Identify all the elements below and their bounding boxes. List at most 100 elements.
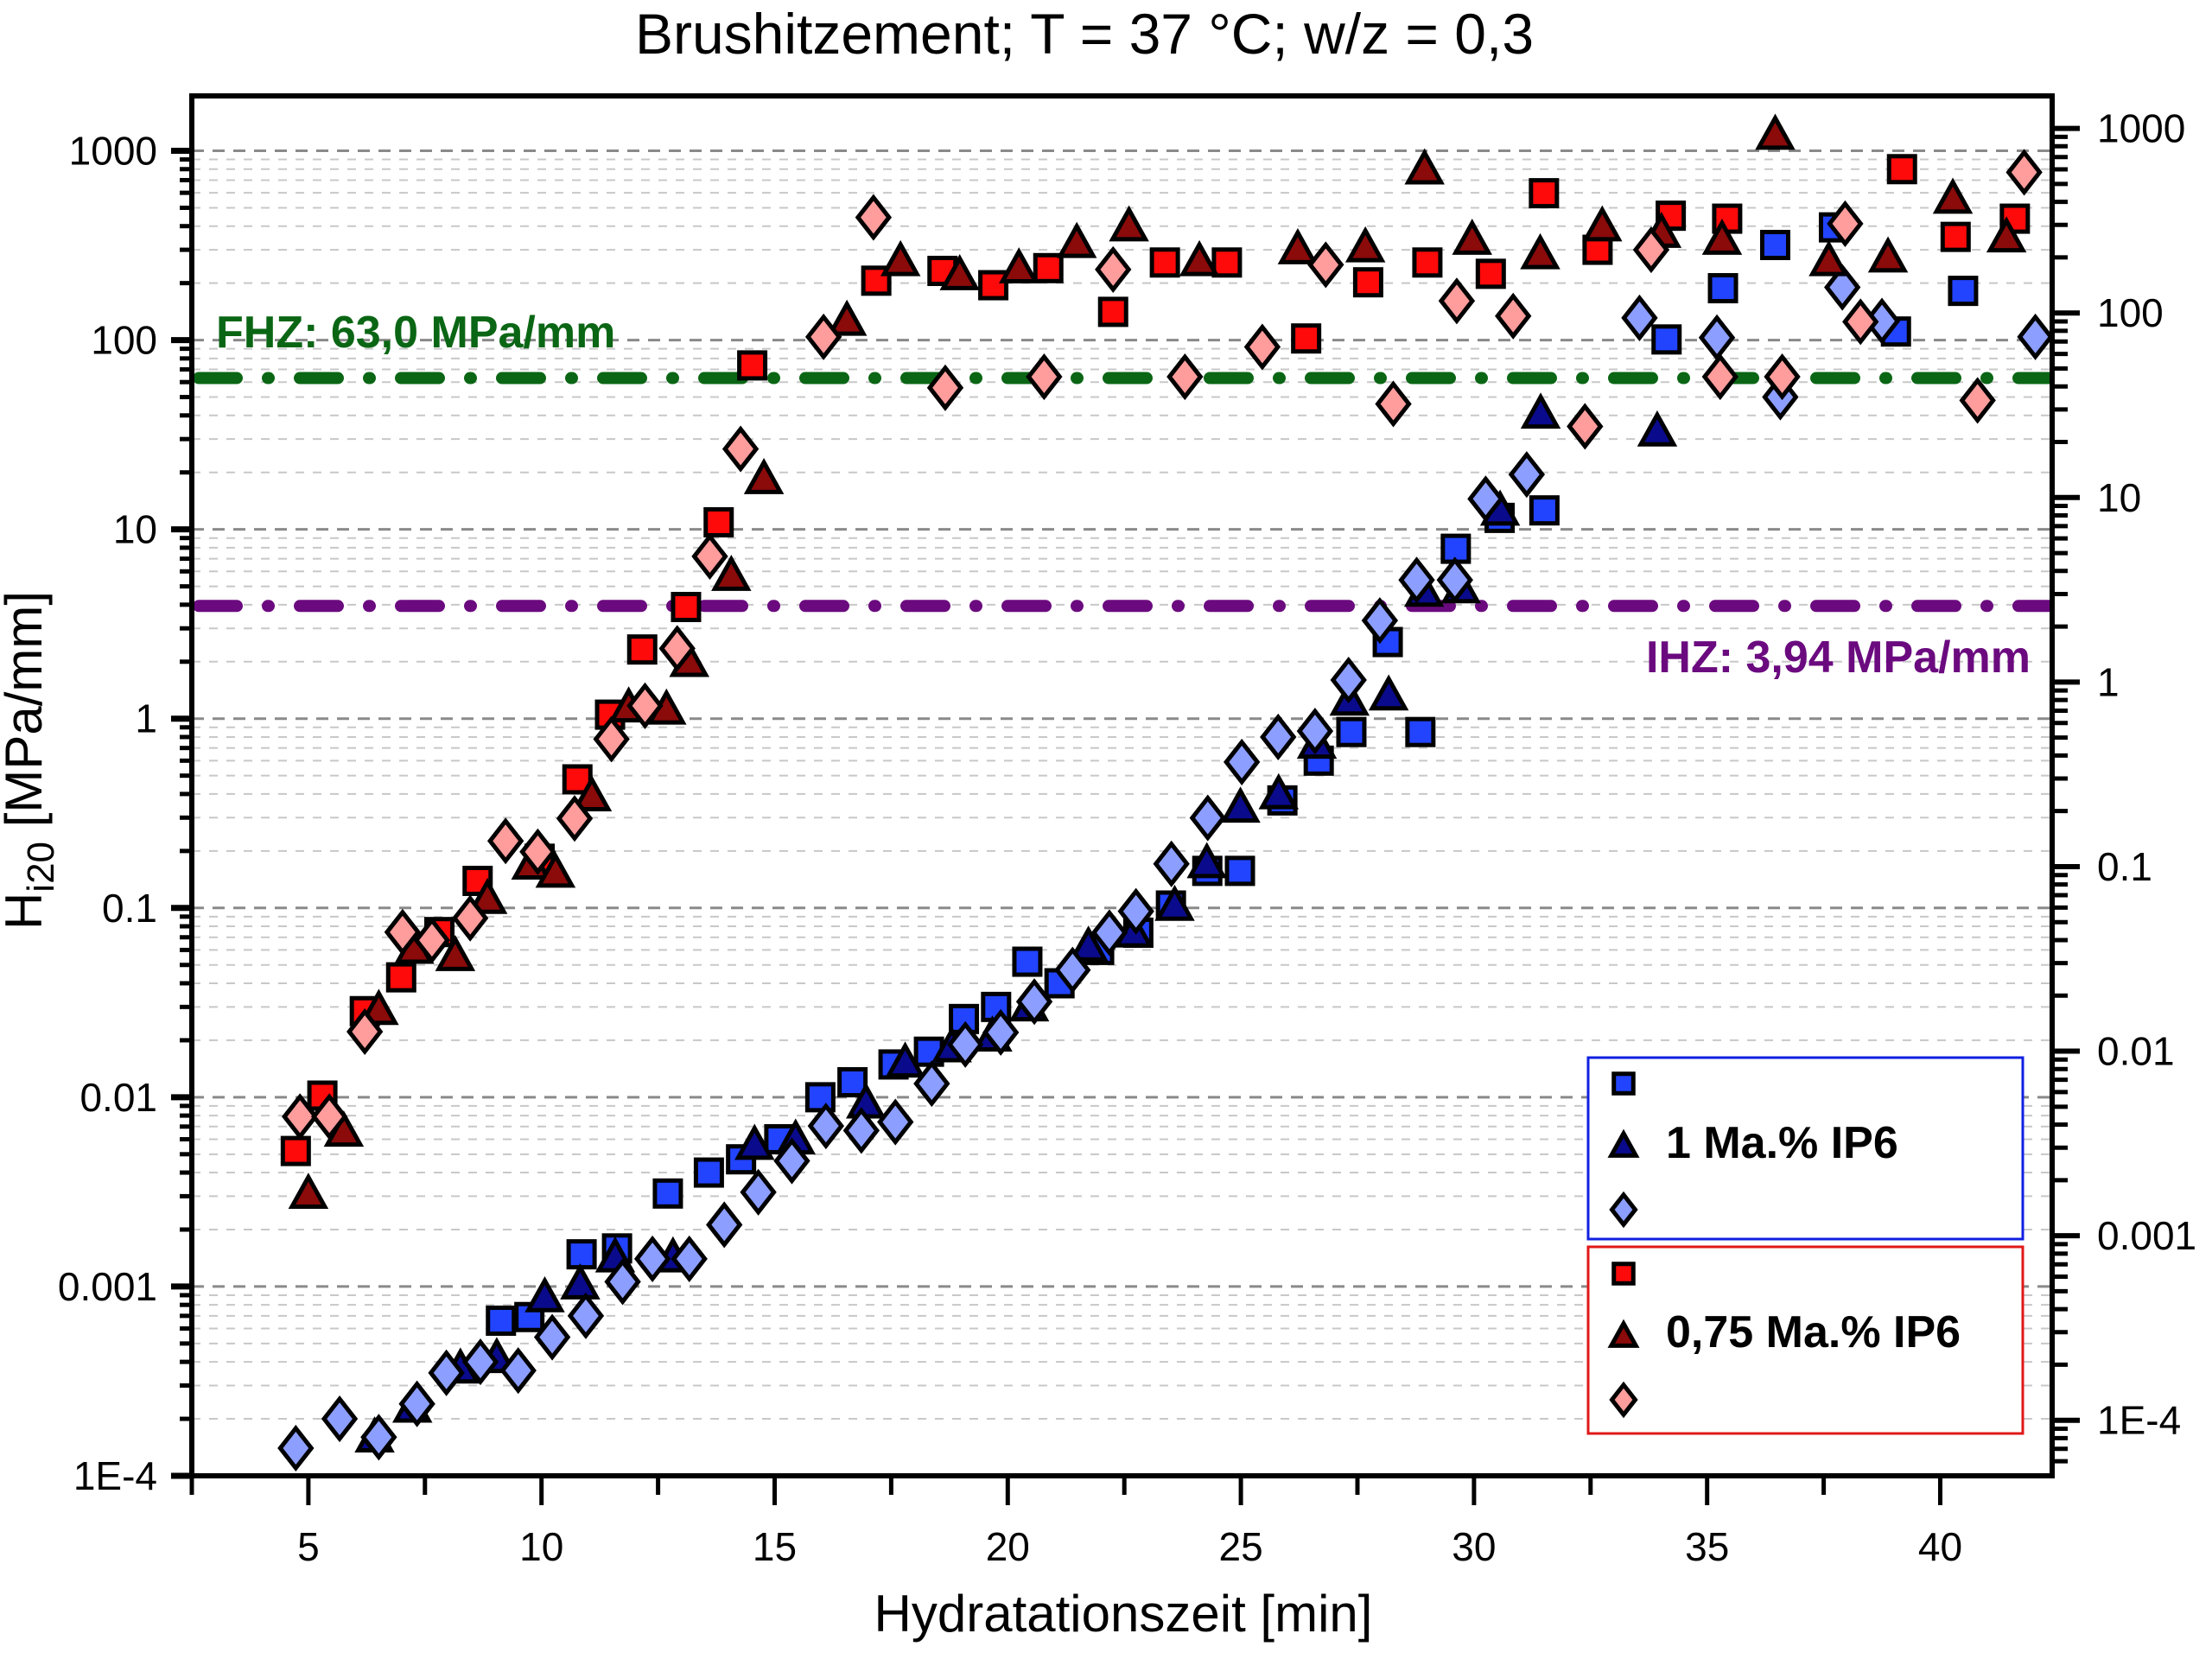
point-red-square: [671, 591, 702, 622]
point-blue-square: [1336, 716, 1367, 747]
y-tick-label: 1000: [69, 129, 157, 174]
point-blue-square: [1707, 273, 1738, 304]
point-red-diamond: [1959, 377, 1996, 424]
point-blue-triangle: [1520, 392, 1561, 429]
point-red-square: [385, 962, 416, 993]
legend-marker-red-diamond: [1609, 1381, 1638, 1419]
point-red-square: [1149, 247, 1180, 278]
y-tick-label: 10: [113, 507, 157, 552]
legend: 1 Ma.% IP6 0,75 Ma.% IP6: [1586, 1056, 2024, 1435]
point-red-triangle: [359, 988, 399, 1026]
point-blue-triangle: [1258, 772, 1300, 810]
point-red-square: [280, 1135, 311, 1166]
point-red-square: [1211, 247, 1243, 278]
ihz-label: IHZ: 3,94 MPa/mm: [1646, 632, 2031, 683]
legend-markers: [1607, 1071, 1640, 1419]
point-red-triangle: [535, 851, 576, 888]
point-blue-diamond: [1260, 713, 1297, 761]
point-red-triangle: [1701, 219, 1743, 255]
point-red-diamond: [721, 425, 760, 473]
point-red-square: [1940, 221, 1971, 252]
y-tick-label: 100: [91, 318, 157, 363]
data-points: [277, 113, 2054, 1472]
point-blue-diamond: [277, 1424, 315, 1472]
point-red-triangle: [1755, 113, 1796, 150]
x-tick-label: 10: [519, 1524, 563, 1569]
point-red-diamond: [519, 828, 556, 875]
point-red-triangle: [1344, 226, 1386, 263]
point-red-triangle: [880, 239, 921, 276]
point-red-diamond: [1026, 353, 1063, 401]
point-red-diamond: [1842, 298, 1879, 346]
point-red-triangle: [1582, 205, 1623, 242]
point-blue-diamond: [1361, 597, 1399, 645]
x-axis-ticks: 5 10 15 20 25 30 35 40: [189, 1476, 1962, 1569]
point-blue-diamond: [499, 1347, 537, 1395]
legend-box-2: [1586, 1245, 2024, 1435]
point-blue-diamond: [1153, 840, 1190, 887]
x-tick-label: 5: [297, 1524, 320, 1569]
point-red-diamond: [1567, 403, 1604, 450]
point-red-diamond: [451, 894, 489, 942]
point-red-triangle: [1520, 232, 1560, 270]
point-blue-diamond: [947, 1020, 984, 1068]
point-red-triangle: [939, 254, 980, 290]
point-blue-square: [486, 1305, 517, 1336]
point-red-triangle: [1452, 219, 1492, 255]
point-blue-diamond: [1621, 294, 1658, 341]
point-blue-square: [693, 1157, 724, 1188]
point-blue-diamond: [633, 1235, 671, 1282]
point-blue-diamond: [2017, 313, 2054, 360]
point-blue-diamond: [398, 1380, 435, 1427]
y2-tick-label: 0.001: [2097, 1213, 2196, 1258]
point-red-triangle: [1404, 148, 1445, 185]
point-blue-diamond: [360, 1414, 397, 1461]
point-blue-square: [837, 1067, 868, 1098]
point-red-diamond: [691, 532, 728, 580]
plot-frame: [189, 93, 2055, 1478]
point-blue-diamond: [1508, 451, 1546, 499]
point-red-triangle: [1109, 205, 1149, 242]
point-blue-diamond: [461, 1338, 499, 1386]
point-red-square: [1291, 323, 1322, 354]
point-blue-diamond: [321, 1395, 359, 1443]
point-blue-diamond: [1054, 946, 1091, 994]
point-blue-diamond: [604, 1258, 641, 1306]
point-blue-diamond: [706, 1201, 743, 1249]
point-blue-diamond: [1398, 556, 1435, 604]
y2-tick-label: 1000: [2097, 106, 2185, 151]
point-red-diamond: [1632, 226, 1670, 274]
series-blue-triangle: [354, 392, 1678, 1452]
y-tick-label: 1E-4: [73, 1453, 157, 1498]
point-blue-diamond: [740, 1168, 777, 1216]
point-blue-square: [1651, 324, 1682, 355]
series-blue-diamond: [277, 264, 2054, 1472]
point-red-triangle: [1808, 239, 1849, 276]
y2-tick-label: 0.01: [2097, 1029, 2175, 1074]
point-red-square: [737, 350, 768, 381]
point-red-triangle: [1277, 227, 1319, 264]
point-red-diamond: [346, 1007, 384, 1056]
point-blue-diamond: [1436, 556, 1473, 604]
point-blue-diamond: [842, 1107, 880, 1154]
legend-marker-blue-diamond: [1609, 1191, 1638, 1229]
point-blue-square: [1405, 716, 1436, 747]
point-red-diamond: [282, 1093, 319, 1141]
point-red-triangle: [1986, 216, 2027, 253]
point-red-diamond: [593, 715, 630, 763]
point-red-square: [703, 506, 734, 537]
point-blue-square: [1440, 533, 1471, 564]
fhz-label: FHZ: 63,0 MPa/mm: [216, 308, 615, 358]
point-blue-diamond: [913, 1060, 950, 1108]
point-blue-square: [566, 1239, 597, 1270]
point-red-diamond: [1307, 241, 1344, 289]
point-red-triangle: [743, 457, 785, 494]
point-red-diamond: [413, 917, 451, 964]
point-red-triangle: [571, 775, 613, 812]
legend-marker-red-square: [1611, 1262, 1636, 1286]
point-blue-triangle: [1154, 884, 1195, 921]
y2-tick-label: 1: [2097, 659, 2120, 704]
point-blue-triangle: [1186, 842, 1227, 879]
point-red-diamond: [311, 1093, 348, 1141]
